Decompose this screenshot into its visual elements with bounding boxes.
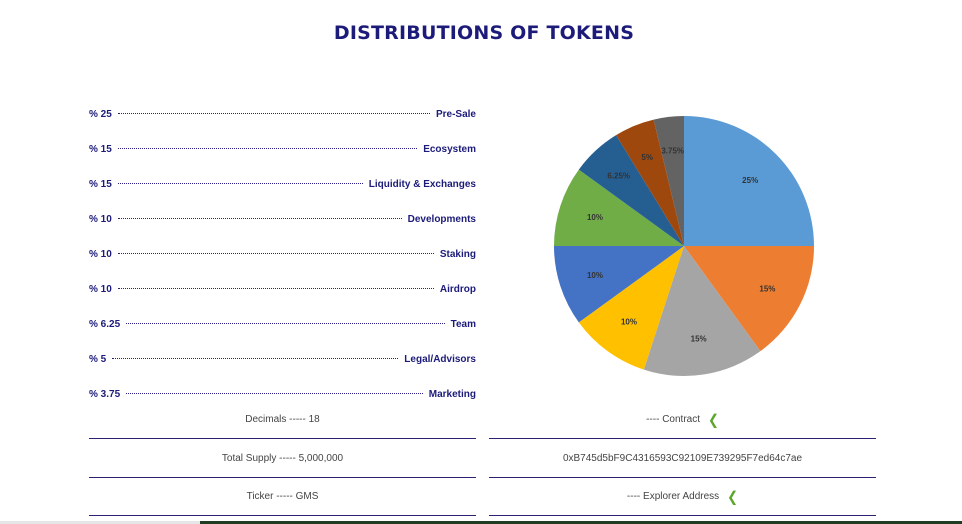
pie-data-label: 10% [621, 318, 637, 327]
chevron-left-icon[interactable]: ❮ [708, 410, 719, 428]
distribution-row: % 25 Pre-Sale [89, 97, 476, 132]
pie-slice [653, 116, 684, 246]
pie-slice [578, 246, 684, 370]
footer-divider-left [0, 521, 200, 524]
pie-data-label: 25% [742, 176, 758, 185]
distribution-percent: % 10 [89, 249, 112, 260]
total-supply-text: Total Supply ----- 5,000,000 [221, 453, 344, 464]
distribution-percent: % 25 [89, 109, 112, 120]
pie-slices [554, 116, 814, 376]
pie-slice [643, 246, 761, 376]
distribution-list: % 25 Pre-Sale % 15 Ecosystem % 15 Liquid… [89, 97, 476, 412]
dotted-leader [117, 253, 434, 254]
pie-slice [578, 135, 684, 246]
dotted-leader [112, 358, 399, 359]
contract-label: ---- Contract [646, 414, 700, 425]
pie-data-label: 6.25% [607, 171, 630, 180]
distribution-row: % 5 Legal/Advisors [89, 342, 476, 377]
page-title: DISTRIBUTIONS OF TOKENS [333, 22, 635, 44]
dotted-leader [117, 148, 418, 149]
pie-slice [684, 116, 814, 246]
distribution-row: % 10 Developments [89, 202, 476, 237]
pie-data-label: 15% [691, 334, 707, 343]
contract-address-row: 0xB745d5bF9C4316593C92109E739295F7ed64c7… [489, 440, 876, 478]
distribution-row: % 10 Airdrop [89, 272, 476, 307]
ticker-text: Ticker ----- GMS [246, 491, 319, 502]
pie-data-label: 15% [759, 284, 775, 293]
contract-address: 0xB745d5bF9C4316593C92109E739295F7ed64c7… [562, 453, 803, 464]
distribution-label: Airdrop [439, 284, 476, 295]
dotted-leader [117, 183, 363, 184]
distribution-label: Legal/Advisors [404, 354, 476, 365]
dotted-leader [117, 113, 430, 114]
total-supply-row: Total Supply ----- 5,000,000 [89, 440, 476, 478]
distribution-row: % 3.75 Marketing [89, 377, 476, 412]
distribution-percent: % 6.25 [89, 319, 121, 330]
footer-divider [200, 521, 962, 524]
distribution-label: Ecosystem [423, 144, 476, 155]
pie-chart-svg: 25% 15% 15% 10% 10% 10% 6.25% 5% 3.75% [554, 116, 814, 376]
pie-slice [554, 246, 684, 323]
explorer-row[interactable]: ---- Explorer Address ❮ [489, 478, 876, 516]
explorer-label: ---- Explorer Address [626, 491, 720, 502]
distribution-percent: % 5 [89, 354, 107, 365]
distribution-percent: % 15 [89, 144, 112, 155]
pie-chart: 25% 15% 15% 10% 10% 10% 6.25% 5% 3.75% [552, 114, 816, 378]
distribution-label: Pre-Sale [435, 109, 476, 120]
dotted-leader [117, 288, 434, 289]
distribution-label: Developments [407, 214, 476, 225]
pie-data-label: 3.75% [661, 146, 684, 155]
distribution-row: % 10 Staking [89, 237, 476, 272]
pie-labels: 25% 15% 15% 10% 10% 10% 6.25% 5% 3.75% [587, 146, 775, 343]
distribution-row: % 15 Liquidity & Exchanges [89, 167, 476, 202]
distribution-label: Staking [439, 249, 476, 260]
decimals-text: Decimals ----- 18 [245, 414, 320, 425]
pie-data-label: 10% [587, 271, 603, 280]
pie-data-label: 5% [641, 153, 653, 162]
distribution-label: Team [450, 319, 476, 330]
distribution-percent: % 3.75 [89, 389, 121, 400]
contract-row[interactable]: ---- Contract ❮ [489, 401, 876, 439]
dotted-leader [126, 323, 445, 324]
dotted-leader [117, 218, 402, 219]
pie-slice [616, 119, 684, 246]
ticker-row: Ticker ----- GMS [89, 478, 476, 516]
decimals-row: Decimals ----- 18 [89, 401, 476, 439]
distribution-row: % 15 Ecosystem [89, 132, 476, 167]
distribution-percent: % 10 [89, 214, 112, 225]
chevron-left-icon[interactable]: ❮ [727, 487, 739, 505]
distribution-label: Liquidity & Exchanges [368, 179, 476, 190]
pie-slice [554, 169, 684, 246]
dotted-leader [126, 393, 423, 394]
distribution-label: Marketing [428, 389, 476, 400]
pie-slice [684, 246, 814, 352]
pie-data-label: 10% [587, 213, 603, 222]
distribution-percent: % 10 [89, 284, 112, 295]
distribution-row: % 6.25 Team [89, 307, 476, 342]
distribution-percent: % 15 [89, 179, 112, 190]
